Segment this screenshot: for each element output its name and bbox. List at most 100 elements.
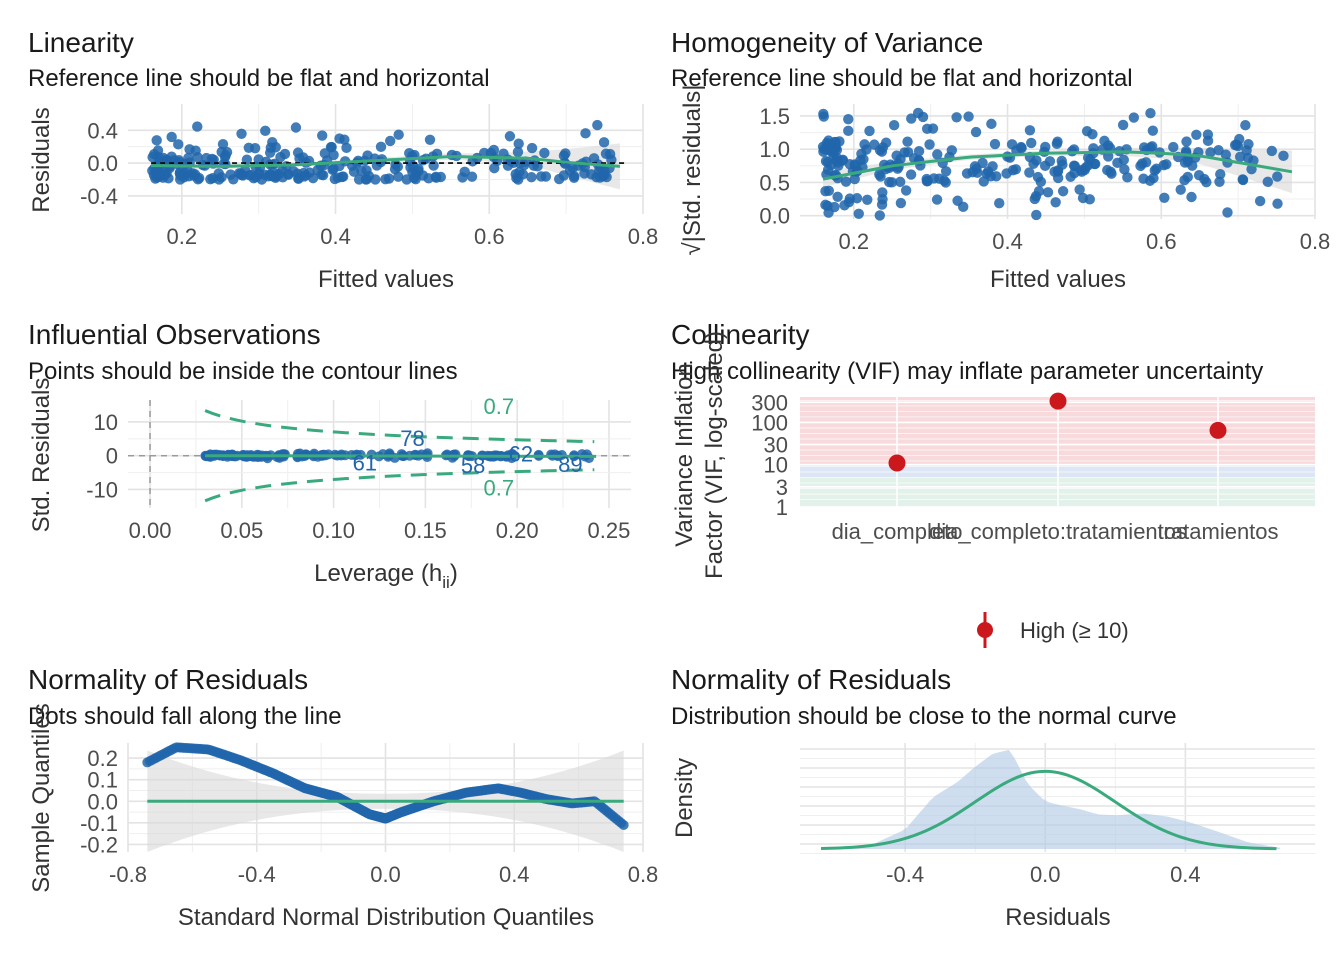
data-point <box>864 125 875 137</box>
influential-smooth-line <box>205 454 597 458</box>
data-point <box>829 136 840 148</box>
data-point <box>940 166 952 177</box>
data-point <box>989 138 1001 150</box>
data-point <box>1201 177 1212 188</box>
data-point <box>818 108 829 120</box>
y-tick-label: -0.1 <box>80 811 118 836</box>
qq-subtitle: Dots should fall along the line <box>28 703 342 730</box>
data-point <box>265 169 276 180</box>
linearity-title: Linearity <box>28 27 134 58</box>
data-point <box>859 139 870 150</box>
data-point <box>855 155 866 166</box>
contour-upper <box>204 409 595 444</box>
influential-x-label: Leverage (hii) <box>314 560 458 592</box>
data-point <box>1031 155 1042 166</box>
homogeneity-smooth-line <box>822 150 1293 181</box>
density-empirical-area <box>828 749 1280 849</box>
data-point <box>539 147 550 159</box>
data-point <box>244 170 255 181</box>
data-point <box>253 169 265 180</box>
qq-title: Normality of Residuals <box>28 664 308 695</box>
y-tick-label: 0 <box>106 444 118 469</box>
x-tick-label: -0.4 <box>886 862 924 887</box>
data-point <box>1024 125 1036 136</box>
data-point <box>401 174 412 185</box>
data-point <box>192 121 203 132</box>
data-point <box>924 139 935 150</box>
data-point <box>1029 193 1040 205</box>
data-point <box>820 155 832 167</box>
data-point <box>1117 119 1129 131</box>
x-tick-label: 0.6 <box>474 224 505 249</box>
data-point <box>1222 207 1233 218</box>
data-point <box>843 125 854 137</box>
contour-label-upper: 0.7 <box>484 394 515 419</box>
influential-x-label-close: ) <box>450 560 458 587</box>
data-point <box>1181 136 1192 147</box>
data-point <box>206 153 218 165</box>
x-tick-label: 0.8 <box>628 224 659 249</box>
data-point <box>536 171 547 182</box>
data-point <box>385 135 396 147</box>
data-point <box>241 154 253 165</box>
data-point <box>851 193 863 204</box>
point-label: 58 <box>461 453 485 478</box>
data-point <box>1191 129 1202 141</box>
data-point <box>316 130 328 141</box>
collinearity-y-label-line1: Variance Inflation <box>671 363 698 547</box>
data-point <box>1119 164 1130 175</box>
data-point <box>900 185 912 196</box>
data-point <box>1182 171 1193 183</box>
vif-point <box>1209 421 1227 439</box>
x-tick-label: 0.4 <box>1170 862 1201 887</box>
data-point <box>264 147 276 158</box>
data-point <box>1266 145 1278 157</box>
data-point <box>504 131 516 142</box>
data-point <box>986 118 997 130</box>
data-point <box>963 111 974 122</box>
contour-lower <box>204 468 595 503</box>
data-point <box>1146 141 1158 152</box>
data-point <box>913 146 925 157</box>
data-point <box>843 113 854 125</box>
data-point <box>1039 160 1051 172</box>
influential-x-label-main: Leverage (h <box>314 560 442 587</box>
data-point <box>1136 158 1148 169</box>
data-point <box>894 176 906 188</box>
linearity-subtitle: Reference line should be flat and horizo… <box>28 65 490 92</box>
y-tick-label: 0.0 <box>759 204 790 229</box>
data-point <box>1011 145 1022 156</box>
density-y-label: Density <box>671 758 698 838</box>
data-point <box>1050 197 1061 208</box>
data-point <box>1234 133 1245 145</box>
data-point <box>361 165 372 176</box>
qq-y-label: Sample Quantiles <box>28 703 55 892</box>
data-point <box>961 168 973 179</box>
x-tick-label: 0.15 <box>404 518 447 543</box>
data-point <box>1057 186 1069 197</box>
data-point <box>831 155 842 166</box>
data-point <box>1105 166 1116 177</box>
data-point <box>235 168 247 179</box>
y-tick-label: -10 <box>86 477 118 502</box>
data-point <box>884 176 895 188</box>
data-point <box>1052 165 1064 176</box>
data-point <box>1202 135 1214 147</box>
data-point <box>820 186 831 197</box>
data-point <box>526 172 537 183</box>
density-subtitle: Distribution should be close to the norm… <box>671 703 1177 730</box>
data-point <box>332 172 344 183</box>
data-point <box>1179 157 1191 168</box>
y-tick-label: -0.2 <box>80 832 118 857</box>
data-point <box>902 136 913 147</box>
qq-x-label: Standard Normal Distribution Quantiles <box>178 904 594 931</box>
data-point <box>1161 159 1172 170</box>
x-tick-label: 0.10 <box>312 518 355 543</box>
y-tick-label: 0.5 <box>759 170 790 195</box>
qq-ticks: -0.8 -0.4 0.0 0.4 0.8-0.2-0.10.00.10.2 <box>80 746 658 887</box>
smooth-line <box>205 454 597 458</box>
data-point <box>163 173 174 184</box>
data-point <box>972 167 983 178</box>
data-point <box>1040 141 1051 153</box>
x-tick-label: 0.20 <box>496 518 539 543</box>
